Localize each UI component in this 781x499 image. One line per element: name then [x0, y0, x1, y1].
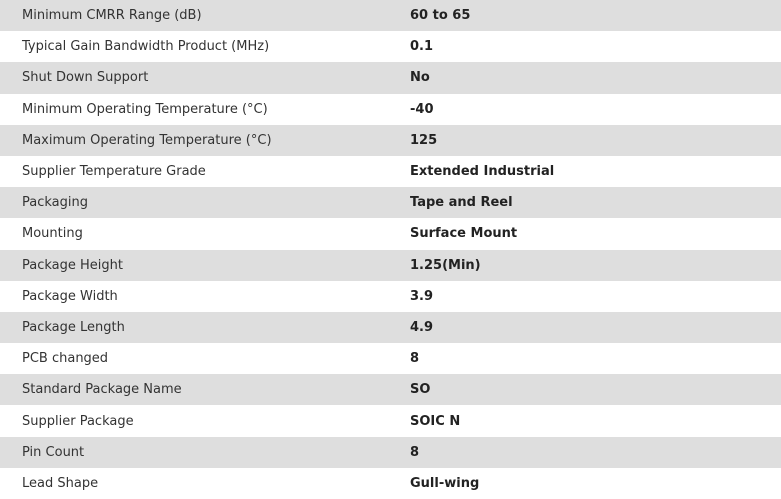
- spec-row: Mounting Surface Mount: [0, 218, 781, 249]
- spec-value: SOIC N: [410, 413, 461, 429]
- spec-row: Maximum Operating Temperature (°C) 125: [0, 124, 781, 156]
- spec-row: Packaging Tape and Reel: [0, 187, 781, 219]
- spec-label: Packaging: [22, 195, 88, 211]
- spec-row: Package Length 4.9: [0, 311, 781, 344]
- spec-label: Maximum Operating Temperature (°C): [22, 132, 272, 148]
- spec-value: Surface Mount: [410, 226, 518, 242]
- spec-label: Package Height: [22, 257, 123, 273]
- spec-value: -40: [410, 101, 434, 117]
- spec-label: PCB changed: [22, 351, 109, 367]
- spec-label: Minimum Operating Temperature (°C): [22, 101, 268, 117]
- spec-value: 1.25(Min): [410, 257, 481, 273]
- spec-row: PCB changed 8: [0, 343, 781, 374]
- spec-value: SO: [410, 382, 431, 398]
- spec-label: Standard Package Name: [22, 382, 182, 398]
- spec-row: Minimum Operating Temperature (°C) -40: [0, 94, 781, 125]
- spec-label: Supplier Package: [22, 413, 134, 429]
- spec-value: 125: [410, 132, 438, 148]
- spec-label: Typical Gain Bandwidth Product (MHz): [22, 39, 270, 55]
- spec-value: Tape and Reel: [410, 195, 513, 211]
- spec-row: Pin Count 8: [0, 436, 781, 468]
- spec-value: 8: [410, 444, 420, 460]
- spec-value: 8: [410, 351, 420, 367]
- spec-label: Supplier Temperature Grade: [22, 164, 206, 180]
- spec-value: 3.9: [410, 288, 434, 304]
- spec-value: Extended Industrial: [410, 164, 555, 180]
- spec-row: Standard Package Name SO: [0, 374, 781, 406]
- spec-row: Lead Shape Gull-wing: [0, 468, 781, 499]
- spec-value: Gull-wing: [410, 475, 480, 491]
- spec-row: Supplier Temperature Grade Extended Indus…: [0, 156, 781, 187]
- spec-value: No: [410, 70, 430, 86]
- spec-row: Package Width 3.9: [0, 281, 781, 312]
- spec-label: Minimum CMRR Range (dB): [22, 8, 202, 24]
- spec-label: Package Length: [22, 319, 125, 335]
- spec-row: Shut Down Support No: [0, 62, 781, 94]
- spec-row: Typical Gain Bandwidth Product (MHz) 0.1: [0, 31, 781, 62]
- spec-row: Package Height 1.25(Min): [0, 249, 781, 281]
- spec-label: Mounting: [22, 226, 83, 242]
- spec-value: 0.1: [410, 39, 434, 55]
- spec-value: 4.9: [410, 319, 434, 335]
- spec-row: Minimum CMRR Range (dB) 60 to 65: [0, 0, 781, 32]
- spec-row: Supplier Package SOIC N: [0, 405, 781, 436]
- spec-label: Lead Shape: [22, 475, 99, 491]
- spec-label: Package Width: [22, 288, 118, 304]
- spec-label: Pin Count: [22, 444, 85, 460]
- spec-label: Shut Down Support: [22, 70, 149, 86]
- spec-value: 60 to 65: [410, 8, 471, 24]
